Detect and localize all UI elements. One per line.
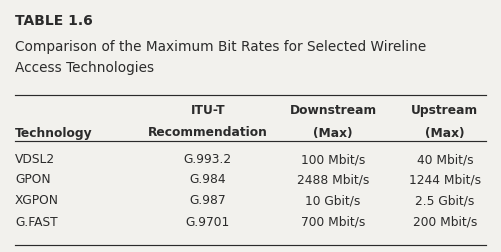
Text: G.FAST: G.FAST [15,215,58,228]
Text: XGPON: XGPON [15,194,59,206]
Text: ITU-T: ITU-T [190,103,225,116]
Text: GPON: GPON [15,173,51,185]
Text: VDSL2: VDSL2 [15,152,55,165]
Text: Access Technologies: Access Technologies [15,60,154,74]
Text: Comparison of the Maximum Bit Rates for Selected Wireline: Comparison of the Maximum Bit Rates for … [15,40,426,54]
Text: Downstream: Downstream [290,103,377,116]
Text: 2.5 Gbit/s: 2.5 Gbit/s [415,194,474,206]
Text: 200 Mbit/s: 200 Mbit/s [413,215,477,228]
Text: 10 Gbit/s: 10 Gbit/s [306,194,361,206]
Text: 40 Mbit/s: 40 Mbit/s [416,152,473,165]
Text: G.993.2: G.993.2 [184,152,232,165]
Text: Upstream: Upstream [411,103,478,116]
Text: TABLE 1.6: TABLE 1.6 [15,14,93,28]
Text: 700 Mbit/s: 700 Mbit/s [301,215,365,228]
Text: (Max): (Max) [314,126,353,139]
Text: G.984: G.984 [189,173,226,185]
Text: Technology: Technology [15,126,93,139]
Text: 100 Mbit/s: 100 Mbit/s [301,152,365,165]
Text: 1244 Mbit/s: 1244 Mbit/s [409,173,481,185]
Text: Recommendation: Recommendation [148,126,268,139]
Text: 2488 Mbit/s: 2488 Mbit/s [297,173,369,185]
Text: (Max): (Max) [425,126,464,139]
Text: G.987: G.987 [189,194,226,206]
Text: G.9701: G.9701 [186,215,230,228]
